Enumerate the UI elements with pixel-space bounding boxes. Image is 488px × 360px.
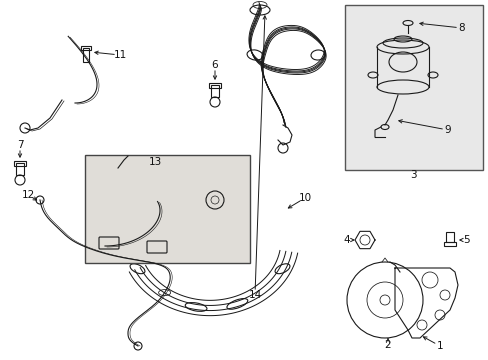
Text: 12: 12 <box>21 190 35 200</box>
Bar <box>208 83 221 88</box>
Text: 1: 1 <box>436 341 443 351</box>
Text: 9: 9 <box>444 125 450 135</box>
Text: 11: 11 <box>113 50 126 60</box>
Bar <box>83 48 89 62</box>
Text: 8: 8 <box>458 23 465 33</box>
Bar <box>14 161 26 166</box>
Text: 10: 10 <box>298 193 311 203</box>
Bar <box>81 46 91 50</box>
Bar <box>16 163 24 175</box>
Bar <box>443 242 455 246</box>
Bar <box>85 155 249 263</box>
Text: 13: 13 <box>148 157 162 167</box>
Text: 14: 14 <box>248 290 261 300</box>
Text: 3: 3 <box>409 170 415 180</box>
Text: 6: 6 <box>211 60 218 70</box>
Bar <box>345 5 482 170</box>
Text: 5: 5 <box>463 235 469 245</box>
Bar <box>210 85 219 97</box>
Bar <box>445 232 453 242</box>
Text: 2: 2 <box>384 340 390 350</box>
Text: 4: 4 <box>343 235 349 245</box>
Text: 7: 7 <box>17 140 23 150</box>
